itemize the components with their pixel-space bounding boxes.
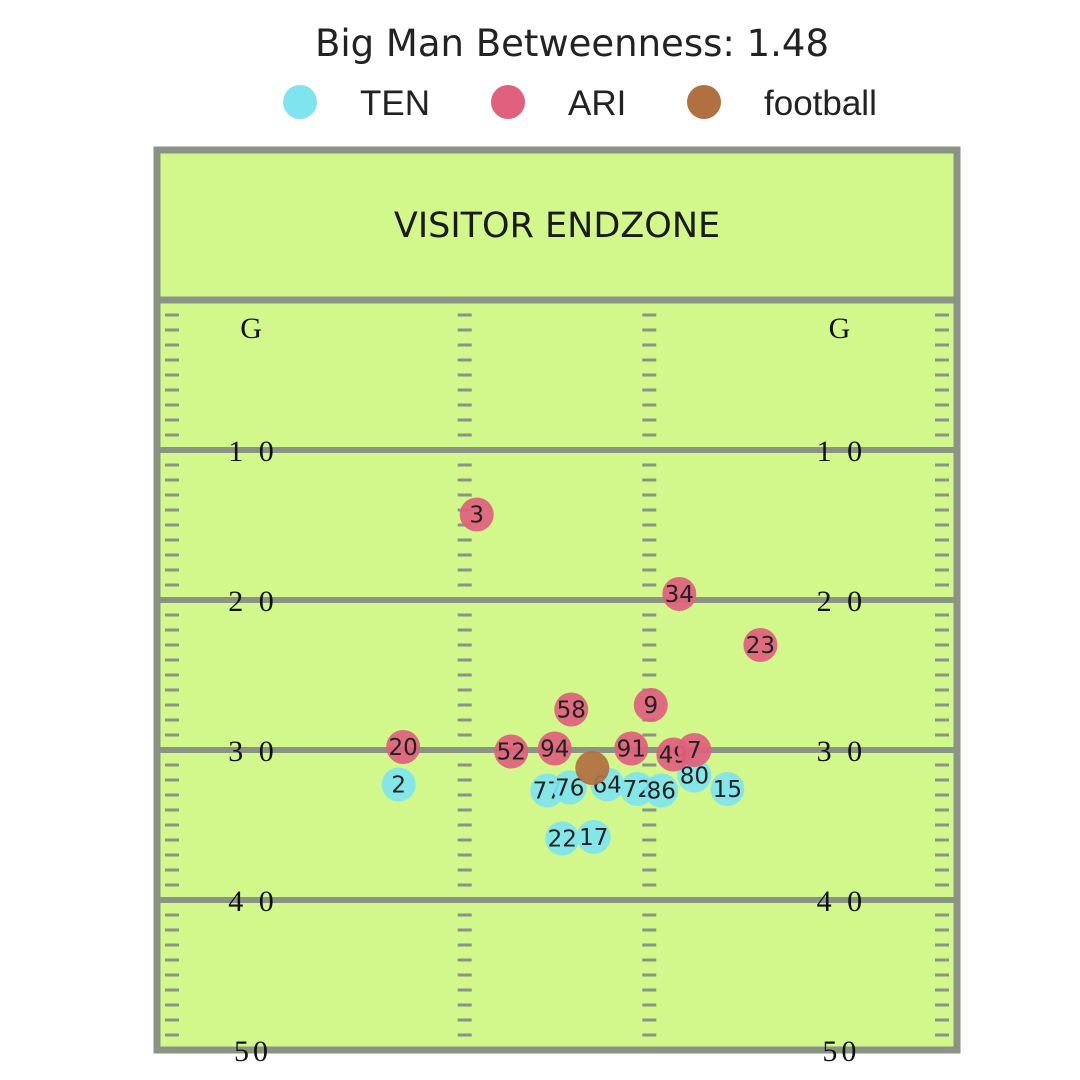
player-ARI-52: 52 [494, 734, 529, 769]
yard-label-20-left: 2 0 [228, 585, 278, 618]
player-ARI-9: 9 [633, 688, 668, 722]
player-dot [614, 731, 649, 766]
player-dot [633, 688, 668, 722]
endzone-label: VISITOR ENDZONE [394, 206, 720, 246]
player-number-label: 76 [555, 776, 584, 802]
player-dot [537, 731, 572, 766]
player-dot [381, 767, 416, 802]
player-dot [620, 772, 655, 806]
football-marker [575, 751, 610, 785]
football-field: VISITOR ENDZONE G G 1 0 1 0 2 0 2 0 3 0 3 0 4 0 4 … [153, 146, 961, 1068]
player-TEN-17: 17 [576, 820, 611, 854]
player-TEN-15: 15 [710, 772, 745, 806]
player-number-label: 15 [713, 777, 742, 803]
player-TEN-76: 76 [552, 770, 587, 805]
legend-label-football: football [764, 84, 877, 123]
player-ARI-58: 58 [554, 692, 589, 727]
legend-label-ARI: ARI [568, 84, 626, 123]
legend-item-TEN[interactable]: TEN [283, 84, 430, 123]
yard-label-50-left: 50 [234, 1035, 272, 1068]
player-number-label: 34 [665, 582, 694, 608]
player-number-label: 17 [579, 825, 608, 851]
player-dot [552, 770, 587, 805]
legend-label-TEN: TEN [360, 84, 430, 123]
player-TEN-86: 86 [644, 773, 679, 808]
player-number-label: 9 [643, 693, 658, 719]
player-ARI-20: 20 [386, 730, 421, 764]
yard-label-40-right: 4 0 [817, 885, 867, 918]
chart-title: Big Man Betweenness: 1.48 [315, 22, 829, 65]
player-dot [494, 734, 529, 769]
legend-marker-TEN [283, 85, 317, 119]
player-dot [644, 773, 679, 808]
player-ARI-3: 3 [459, 497, 494, 532]
player-dot [662, 577, 697, 611]
player-dot [545, 821, 580, 856]
player-dot [677, 758, 712, 793]
player-dot [677, 733, 712, 767]
player-number-label: 52 [497, 740, 526, 766]
player-ARI-23: 23 [743, 628, 778, 662]
yard-label-10-right: 1 0 [817, 435, 867, 468]
player-ARI-94: 94 [537, 731, 572, 766]
yard-label-50-right: 50 [822, 1035, 860, 1068]
legend-marker-ARI [491, 85, 525, 119]
yard-label-30-right: 3 0 [817, 735, 867, 768]
player-number-label: 86 [647, 779, 676, 805]
legend[interactable]: TEN ARI football [283, 84, 877, 123]
legend-item-football[interactable]: football [687, 84, 877, 123]
player-ARI-34: 34 [662, 577, 697, 611]
player-dot [710, 772, 745, 806]
player-dot [576, 820, 611, 854]
player-TEN-80: 80 [677, 758, 712, 793]
player-number-label: 23 [746, 633, 775, 659]
player-number-label: 94 [540, 737, 569, 763]
player-number-label: 20 [389, 735, 418, 761]
yard-label-0-right: G [829, 312, 855, 345]
player-number-label: 58 [557, 698, 586, 724]
yard-label-40-left: 4 0 [228, 885, 278, 918]
yard-label-0-left: G [240, 312, 266, 345]
player-number-label: 91 [617, 737, 646, 763]
player-dot [743, 628, 778, 662]
player-number-label: 3 [469, 503, 484, 529]
yard-label-30-left: 3 0 [228, 735, 278, 768]
legend-marker-football [687, 85, 721, 119]
player-dot [459, 497, 494, 532]
player-dot [386, 730, 421, 764]
legend-item-ARI[interactable]: ARI [491, 84, 626, 123]
player-TEN-22: 22 [545, 821, 580, 856]
football-dot [575, 751, 610, 785]
yard-label-20-right: 2 0 [817, 585, 867, 618]
player-number-label: 22 [548, 827, 577, 853]
player-dot [554, 692, 589, 727]
player-ARI-91: 91 [614, 731, 649, 766]
yard-label-10-left: 1 0 [228, 435, 278, 468]
player-ARI-7: 7 [677, 733, 712, 767]
player-TEN-2: 2 [381, 767, 416, 802]
player-number-label: 7 [687, 738, 702, 764]
player-number-label: 2 [391, 773, 406, 799]
player-number-label: 80 [680, 764, 709, 790]
